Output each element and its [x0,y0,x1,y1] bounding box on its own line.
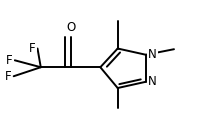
Text: F: F [6,54,13,67]
Text: O: O [66,21,76,34]
Text: N: N [148,75,157,88]
Text: F: F [5,70,12,83]
Text: F: F [29,42,36,55]
Text: N: N [148,48,157,61]
